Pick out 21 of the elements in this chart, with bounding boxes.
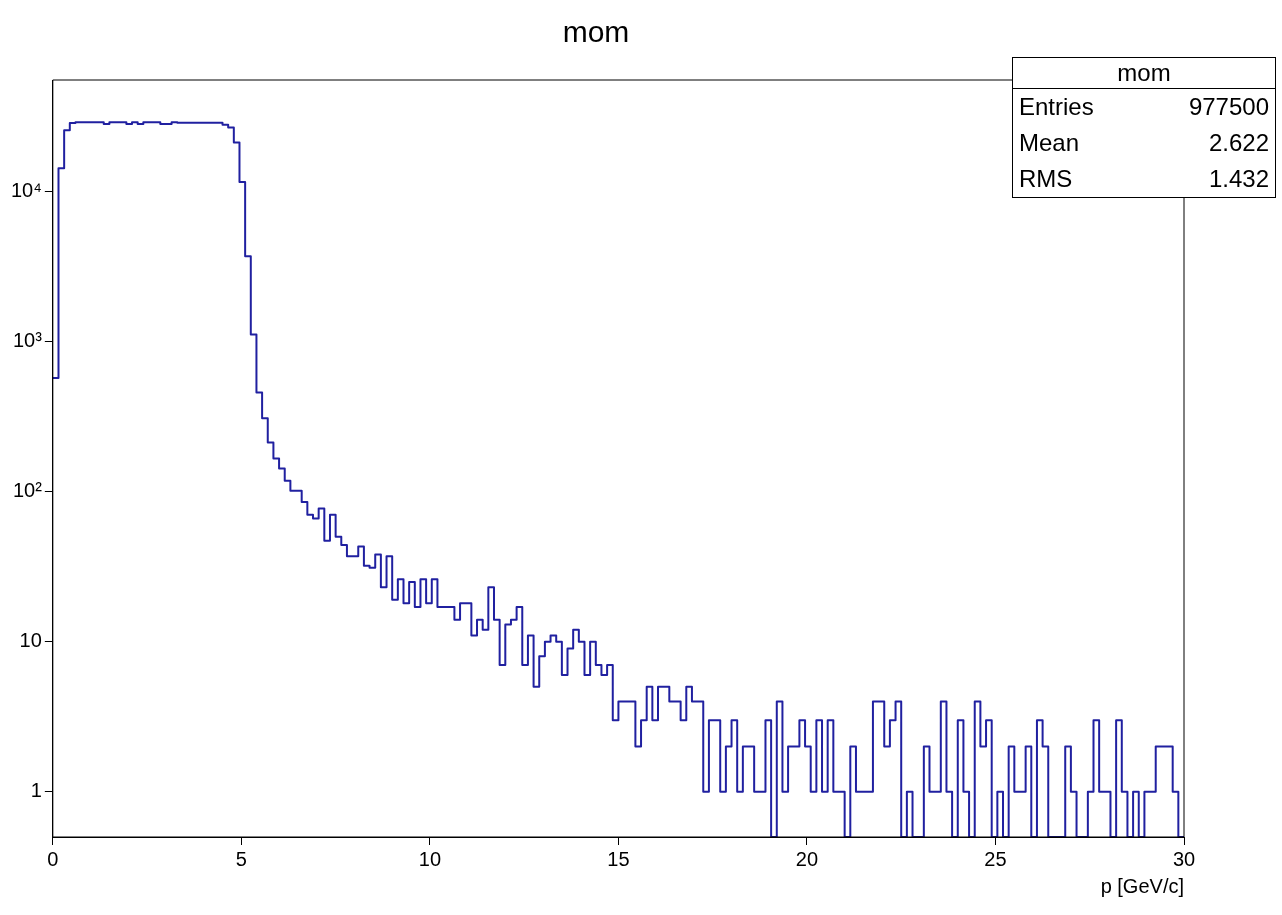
x-tick-label: 30 [1172,847,1196,870]
y-tick-label: 1 [30,779,42,802]
chart-title: mom [562,15,630,49]
x-tick-label: 20 [795,847,819,870]
x-tick-label: 25 [984,847,1007,870]
y-tick-label: 10² [12,479,43,501]
x-tick-label: 15 [607,847,630,870]
x-tick-label: 0 [47,847,59,870]
annotation: mom [1013,58,1275,89]
y-tick-label: 10³ [12,328,43,351]
y-tick-label: 10⁴ [11,178,42,201]
y-tick-label: 10 [19,629,42,652]
annotation: Mean [1019,128,1080,158]
text: 2.622 [1208,128,1269,158]
x-tick-label: 10 [418,847,442,870]
text: 1.432 [1208,164,1269,194]
x-tick-label: 5 [235,847,247,870]
x-axis-title: p [GeV/c] [1100,874,1184,897]
annotation: Entries [1019,92,1094,122]
annotation: RMS [1019,164,1073,194]
text: 977500 [1188,92,1269,122]
